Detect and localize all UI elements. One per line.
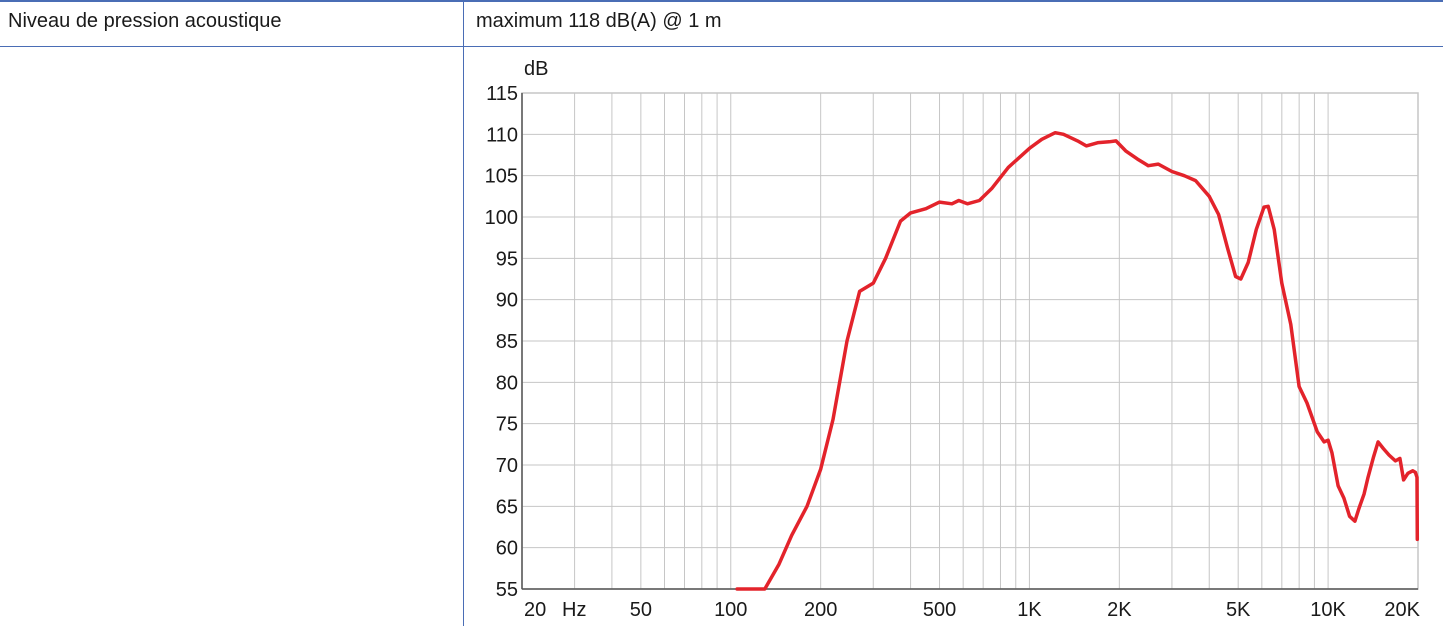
chart-grid bbox=[521, 92, 1419, 590]
x-tick-label: 1K bbox=[1017, 599, 1042, 621]
x-tick-label: 200 bbox=[804, 599, 837, 621]
x-tick-label: 10K bbox=[1310, 599, 1346, 621]
x-tick-label: 500 bbox=[923, 599, 956, 621]
chart-axes: 115 110 105 100 95 90 85 80 75 70 65 60 55 20 50 100 200… bbox=[485, 83, 1421, 621]
x-tick-label: 50 bbox=[630, 599, 652, 621]
y-tick-label: 65 bbox=[496, 496, 518, 518]
x-tick-label: 2K bbox=[1107, 599, 1132, 621]
x-tick-label: 20K bbox=[1384, 599, 1420, 621]
spec-label: Niveau de pression acoustique bbox=[8, 10, 282, 32]
x-tick-label: 20 bbox=[524, 599, 546, 621]
table-row-divider bbox=[0, 46, 1443, 47]
y-tick-label: 60 bbox=[496, 538, 518, 560]
x-tick-label: 100 bbox=[714, 599, 747, 621]
y-tick-label: 55 bbox=[496, 579, 518, 601]
frequency-response-line bbox=[735, 130, 1420, 591]
table-column-divider bbox=[463, 0, 464, 626]
y-tick-label: 80 bbox=[496, 372, 518, 394]
x-unit-label: Hz bbox=[562, 599, 586, 621]
y-tick-label: 95 bbox=[496, 248, 518, 270]
y-tick-label: 85 bbox=[496, 331, 518, 353]
y-tick-label: 115 bbox=[486, 83, 518, 105]
x-tick-label: 5K bbox=[1226, 599, 1251, 621]
y-tick-label: 70 bbox=[496, 455, 518, 477]
spec-value: maximum 118 dB(A) @ 1 m bbox=[476, 10, 722, 32]
y-tick-label: 75 bbox=[496, 414, 518, 436]
y-tick-label: 90 bbox=[496, 290, 518, 312]
y-tick-label: 105 bbox=[485, 166, 518, 188]
y-tick-label: 110 bbox=[486, 124, 518, 146]
y-tick-label: 100 bbox=[485, 207, 518, 229]
table-top-rule bbox=[0, 0, 1443, 2]
y-axis-label: dB bbox=[524, 58, 548, 80]
chart-series bbox=[735, 130, 1420, 591]
frequency-response-chart: 115 110 105 100 95 90 85 80 75 70 65 60 55 20 50 100 200… bbox=[485, 58, 1421, 621]
